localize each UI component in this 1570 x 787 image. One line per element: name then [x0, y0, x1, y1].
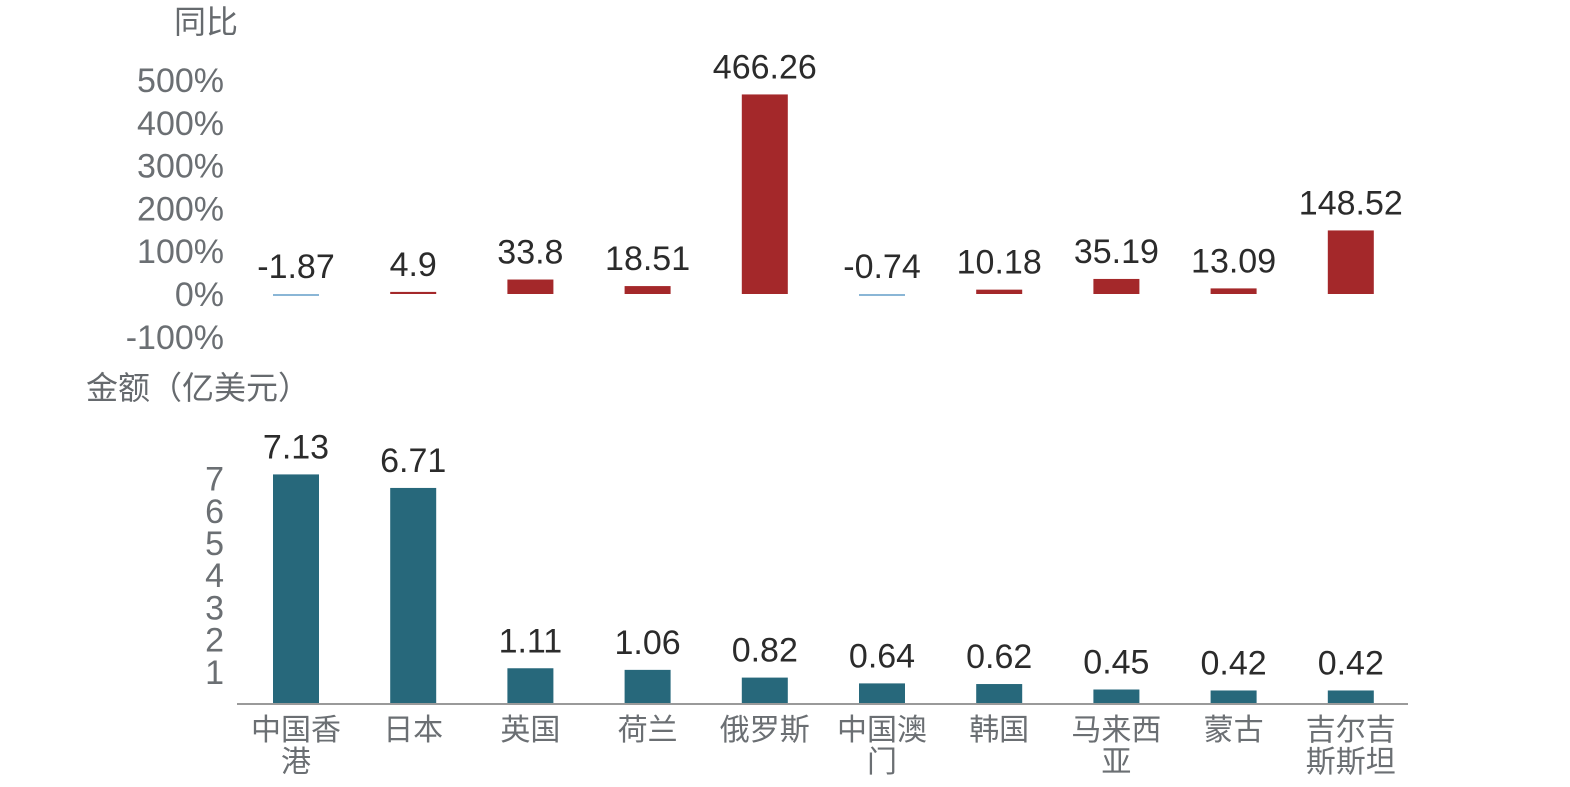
yoy-y-tick-label: 200%: [137, 190, 224, 228]
yoy-value-label: -1.87: [257, 248, 335, 286]
yoy-y-tick-label: 400%: [137, 105, 224, 143]
amount-value-label: 0.42: [1201, 644, 1267, 682]
category-label-line: 俄罗斯: [720, 713, 810, 748]
category-label-line: 吉尔吉: [1306, 713, 1396, 748]
category-label: 荷兰: [618, 713, 678, 748]
category-label-line: 中国澳: [837, 713, 927, 748]
category-label-line: 蒙古: [1204, 713, 1264, 748]
yoy-y-tick-label: 500%: [137, 62, 224, 100]
amount-y-tick-label: 2: [205, 622, 224, 660]
amount-value-label: 7.13: [263, 428, 329, 466]
amount-y-tick-label: 1: [205, 654, 224, 692]
category-label-line: 韩国: [969, 713, 1029, 748]
yoy-bar: [1210, 288, 1257, 294]
amount-bar: [273, 474, 319, 704]
amount-y-tick-label: 3: [205, 589, 224, 627]
yoy-bar: [1327, 230, 1374, 294]
category-label-line: 日本: [383, 713, 443, 748]
yoy-value-label: 466.26: [713, 48, 817, 86]
amount-bar: [390, 487, 437, 704]
amount-y-tick-label: 5: [205, 525, 224, 563]
category-label: 马来西亚: [1071, 713, 1161, 780]
amount-bar: [741, 677, 788, 704]
amount-y-tick-label: 4: [205, 557, 224, 595]
amount-y-tick-label: 6: [205, 493, 224, 531]
yoy-value-label: 4.9: [390, 246, 437, 284]
yoy-bar: [1093, 278, 1140, 294]
category-label: 韩国: [969, 713, 1029, 748]
yoy-y-tick-label: 300%: [137, 148, 224, 186]
amount-bar: [976, 684, 1023, 704]
yoy-value-label: -0.74: [843, 248, 921, 286]
category-label-line: 港: [281, 745, 311, 780]
category-label: 俄罗斯: [720, 713, 810, 748]
amount-value-label: 0.82: [732, 632, 798, 670]
amount-value-label: 1.11: [499, 622, 563, 660]
amount-bar: [624, 669, 671, 704]
yoy-value-label: 13.09: [1191, 242, 1276, 280]
amount-bar: [859, 683, 905, 704]
yoy-value-label: 148.52: [1299, 184, 1403, 222]
yoy-bar: [624, 286, 671, 294]
category-label-line: 斯斯坦: [1306, 745, 1396, 780]
yoy-bar: [976, 289, 1023, 294]
yoy-bar: [507, 279, 554, 294]
amount-bar: [1093, 689, 1140, 704]
category-label-line: 英国: [500, 713, 560, 748]
amount-y-tick-label: 7: [205, 461, 224, 499]
amount-axis-title: 金额（亿美元）: [86, 369, 310, 407]
amount-value-label: 1.06: [615, 624, 681, 662]
yoy-y-tick-label: 0%: [175, 276, 224, 314]
category-label-line: 门: [867, 745, 897, 780]
yoy-y-tick-label: -100%: [126, 319, 224, 357]
category-label: 吉尔吉斯斯坦: [1306, 713, 1396, 780]
amount-value-label: 0.42: [1318, 644, 1384, 682]
category-label-line: 亚: [1101, 745, 1131, 780]
yoy-value-label: 35.19: [1074, 233, 1159, 271]
yoy-y-tick-label: 100%: [137, 233, 224, 271]
yoy-value-label: 10.18: [957, 244, 1042, 282]
yoy-axis-title: 同比: [174, 3, 238, 41]
category-label: 蒙古: [1204, 713, 1264, 748]
amount-value-label: 0.64: [849, 637, 915, 675]
amount-value-label: 0.45: [1083, 644, 1149, 682]
yoy-bar: [741, 94, 788, 294]
amount-bar: [1210, 690, 1257, 704]
category-label-line: 马来西: [1071, 713, 1161, 748]
category-label: 中国香港: [251, 713, 341, 780]
yoy-bar: [859, 294, 905, 296]
category-label: 英国: [500, 713, 560, 748]
category-label: 中国澳门: [837, 713, 927, 780]
amount-value-label: 6.71: [380, 442, 446, 480]
yoy-value-label: 18.51: [605, 240, 690, 278]
amount-value-label: 0.62: [966, 638, 1032, 676]
category-label-line: 中国香: [251, 713, 341, 748]
yoy-bar: [273, 294, 319, 296]
yoy-value-label: 33.8: [497, 234, 563, 272]
yoy-bar: [390, 291, 437, 294]
amount-bar: [1327, 690, 1374, 704]
amount-bar: [507, 668, 554, 704]
category-label: 日本: [383, 713, 443, 748]
category-label-line: 荷兰: [618, 713, 678, 748]
